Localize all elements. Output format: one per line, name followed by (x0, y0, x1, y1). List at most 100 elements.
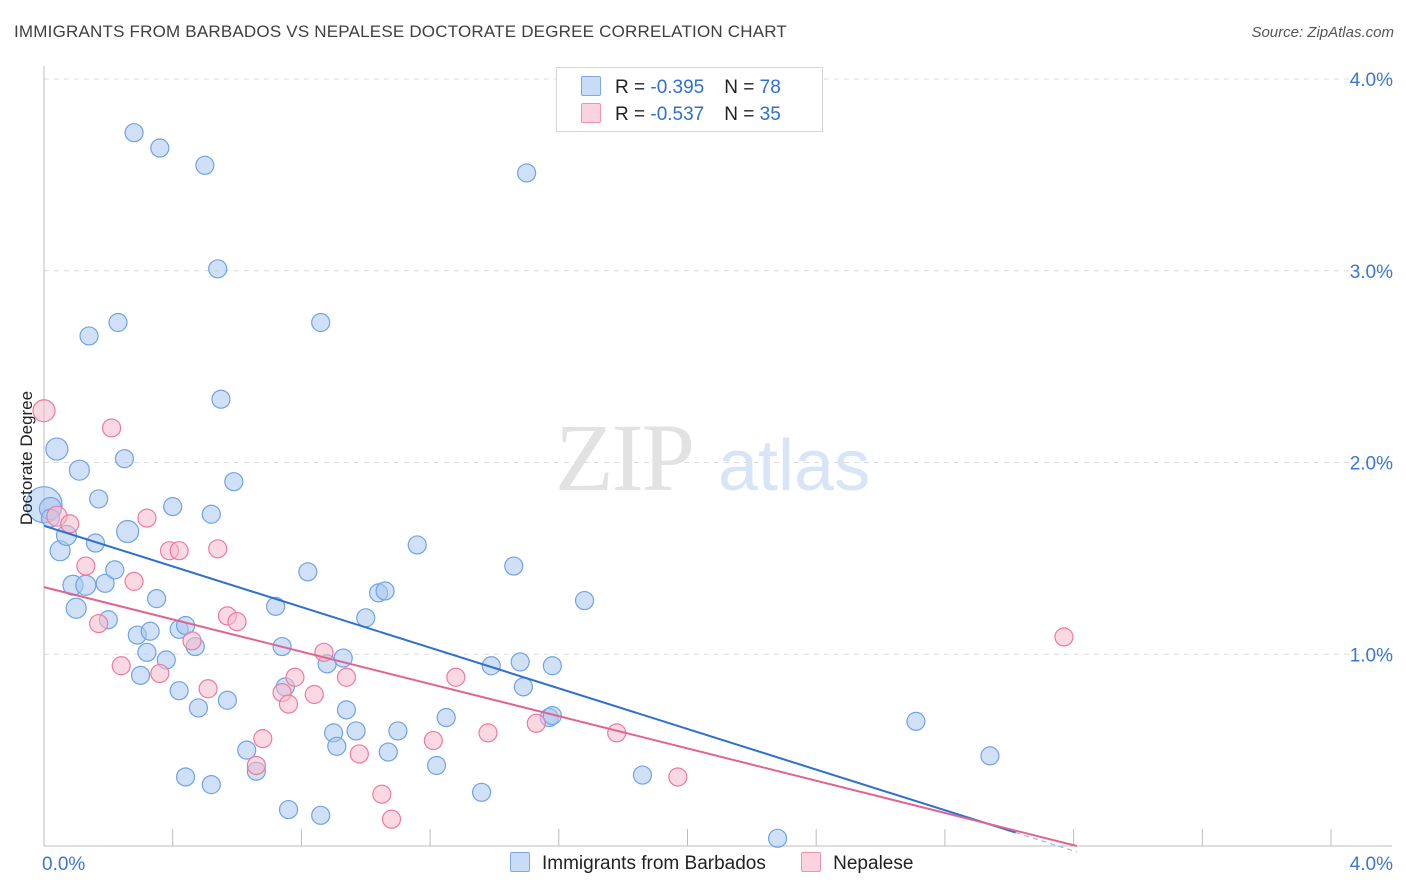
nepalese-point (60, 514, 80, 534)
barbados-point (346, 721, 366, 741)
legend-label-barbados: Immigrants from Barbados (542, 853, 766, 874)
barbados-point (116, 519, 140, 544)
barbados-point (217, 690, 237, 710)
barbados-point (130, 665, 151, 685)
barbados-point (169, 681, 189, 701)
legend-r-value: -0.537 (650, 104, 705, 125)
barbados-point (175, 767, 196, 787)
gridlines (44, 78, 1392, 655)
nepalese-point (336, 667, 357, 687)
barbados-point (327, 736, 347, 756)
barbados-point (201, 775, 221, 795)
x-tick-label: 4.0% (1350, 854, 1393, 875)
legend-swatch-nepalese (581, 103, 601, 123)
y-tick-label: 3.0% (1350, 262, 1393, 283)
barbados-point (513, 677, 534, 697)
nepalese-point (101, 418, 122, 438)
nepalese-point (111, 656, 131, 676)
barbados-point (311, 805, 331, 825)
nepalese-point (198, 679, 218, 699)
nepalese-point (208, 539, 228, 559)
nepalese-trend-line (43, 586, 1078, 847)
chart-title: IMMIGRANTS FROM BARBADOS VS NEPALESE DOC… (14, 22, 788, 41)
barbados-point (311, 312, 331, 333)
barbados-point (75, 574, 97, 596)
barbados-point (336, 700, 357, 720)
barbados-point (378, 742, 398, 762)
barbados-point (504, 556, 524, 576)
nepalese-point (349, 744, 369, 764)
legend-row-barbados: R = -0.395 N = 78 (581, 76, 781, 99)
barbados-point (108, 312, 128, 333)
barbados-point (407, 535, 427, 555)
barbados-point (471, 782, 492, 802)
barbados-point (542, 706, 562, 726)
nepalese-point (76, 556, 96, 576)
nepalese-point (182, 631, 202, 651)
barbados-point (105, 560, 125, 580)
nepalese-point (526, 713, 546, 733)
barbados-point (208, 259, 228, 279)
barbados-point (147, 589, 167, 609)
nepalese-point (150, 663, 170, 684)
barbados-point (375, 581, 395, 601)
barbados-point (906, 711, 926, 731)
legend-n-value: 35 (759, 104, 781, 125)
barbados-trend-extension (1015, 832, 1077, 853)
barbados-point (278, 799, 299, 820)
barbados-point (266, 596, 286, 616)
nepalese-point (381, 809, 402, 829)
nepalese-point (285, 667, 305, 687)
legend-r-label: R = (615, 104, 651, 125)
barbados-point (298, 562, 318, 582)
y-axis-label: Doctorate Degree (17, 390, 36, 526)
nepalese-point (668, 767, 688, 787)
barbados-point (510, 652, 530, 672)
barbados-point (188, 698, 209, 718)
stats-legend: R = -0.395 N = 78 R = -0.537 N = 35 (556, 67, 823, 132)
nepalese-point (32, 399, 56, 423)
watermark-zip: ZIP (555, 404, 693, 511)
barbados-point (388, 721, 408, 741)
watermark: ZIP atlas (555, 404, 870, 511)
barbados-point (89, 489, 109, 509)
barbados-point (137, 642, 157, 662)
barbados-point (195, 155, 215, 175)
legend-r-value: -0.395 (650, 77, 705, 98)
trend-lines (43, 524, 1078, 853)
nepalese-point (304, 684, 324, 705)
nepalese-point (372, 784, 392, 804)
barbados-point (45, 437, 69, 461)
legend-swatch-barbados (510, 852, 530, 872)
legend-swatch-barbados (581, 76, 601, 96)
watermark-atlas: atlas (718, 426, 870, 506)
nepalese-point (253, 729, 273, 749)
nepalese-point (423, 730, 443, 751)
series-legend: Immigrants from Barbados Nepalese (510, 852, 943, 875)
barbados-point (65, 597, 87, 619)
source-credit: Source: ZipAtlas.com (1251, 24, 1394, 41)
barbados-point (150, 138, 170, 158)
legend-n-value: 78 (759, 77, 781, 98)
barbados-trend-line (43, 524, 1016, 834)
barbados-point (224, 472, 244, 492)
barbados-point (517, 163, 537, 183)
barbados-point (114, 449, 135, 469)
legend-item-nepalese: Nepalese (801, 852, 913, 875)
axes (43, 66, 1392, 847)
nepalese-point (89, 613, 109, 634)
barbados-point (163, 497, 183, 517)
legend-r-label: R = (615, 77, 651, 98)
barbados-point (201, 504, 221, 524)
barbados-point (481, 656, 501, 676)
nepalese-point (227, 612, 247, 632)
nepalese-point (478, 723, 498, 743)
legend-row-nepalese: R = -0.537 N = 35 (581, 103, 781, 126)
barbados-point (79, 326, 99, 346)
legend-item-barbados: Immigrants from Barbados (510, 852, 766, 875)
barbados-point (574, 590, 595, 611)
barbados-point (356, 608, 376, 628)
nepalese-point (246, 755, 266, 776)
nepalese-point (278, 694, 299, 714)
